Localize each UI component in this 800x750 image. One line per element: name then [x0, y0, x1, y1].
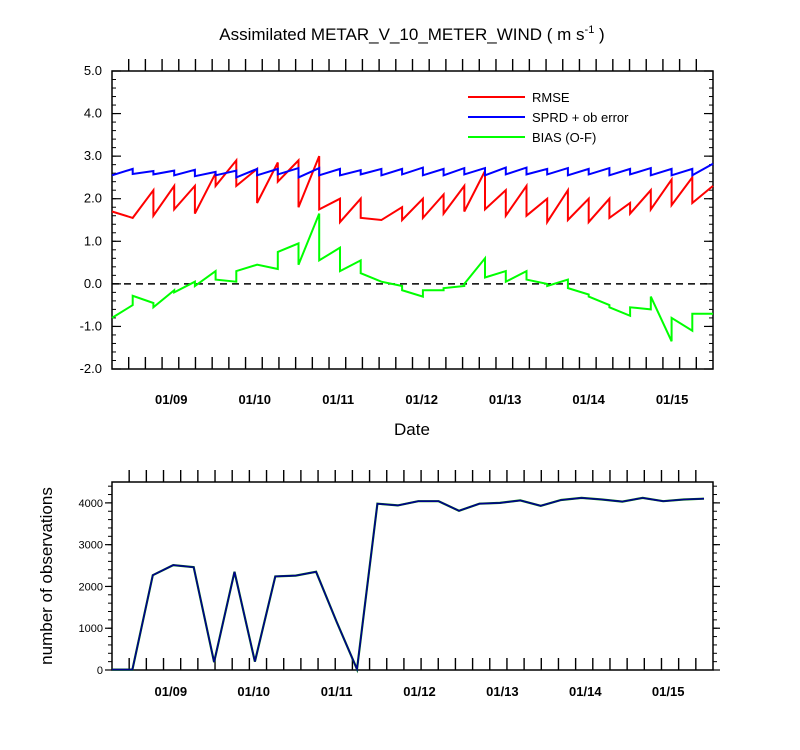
top-x-tick-label: 01/13	[489, 392, 522, 407]
bottom-y-tick-label: 3000	[79, 540, 103, 552]
chart-title: Assimilated METAR_V_10_METER_WIND ( m s-…	[219, 24, 604, 44]
legend-label-2: BIAS (O-F)	[532, 130, 596, 145]
top-y-tick-label: 2.0	[84, 191, 102, 206]
bottom-panel-axes: 4000 3000 2000 1000 0 01/09 01/10 01/11 01/12 01/…	[79, 470, 720, 699]
bottom-x-tick-label: 01/14	[569, 684, 602, 699]
top-y-tick-label: -2.0	[80, 361, 102, 376]
top-x-axis-title: Date	[394, 420, 430, 439]
top-x-tick-label: 01/09	[155, 392, 188, 407]
bottom-y-tick-label: 4000	[79, 498, 103, 510]
observation-count-line	[112, 497, 705, 673]
bottom-y-axis-title: number of observations	[37, 487, 56, 665]
bottom-x-tick-label: 01/12	[403, 684, 436, 699]
top-panel-legend: RMSE SPRD + ob error BIAS (O-F)	[468, 90, 629, 145]
top-panel-axes: 5.0 4.0 3.0 2.0 1.0 0.0 -1.0 -2.0 01/09 01/10 01/1…	[80, 59, 714, 407]
bottom-x-tick-label: 01/09	[155, 684, 188, 699]
top-series-line-0	[111, 155, 714, 226]
top-y-tick-label: 3.0	[84, 148, 102, 163]
bottom-x-tick-label: 01/15	[652, 684, 685, 699]
bottom-x-tick-label: 01/13	[486, 684, 519, 699]
bottom-y-tick-label: 2000	[79, 581, 103, 593]
bottom-x-tick-label: 01/10	[237, 684, 270, 699]
top-x-tick-label: 01/12	[405, 392, 438, 407]
top-x-tick-label: 01/14	[572, 392, 605, 407]
chart-title-superscript: -1	[585, 24, 595, 36]
legend-label-0: RMSE	[532, 90, 570, 105]
top-y-tick-label: 5.0	[84, 63, 102, 78]
observation-count-line-under	[112, 496, 705, 674]
bottom-y-tick-label: 0	[97, 665, 103, 677]
legend-label-1: SPRD + ob error	[532, 110, 629, 125]
chart-title-suffix: )	[594, 25, 604, 44]
top-series-line-2	[111, 213, 713, 342]
top-x-tick-label: 01/15	[656, 392, 689, 407]
top-panel-series	[111, 155, 714, 342]
chart-title-main: Assimilated METAR_V_10_METER_WIND ( m s	[219, 25, 584, 44]
bottom-panel-series	[112, 496, 705, 674]
bottom-x-tick-label: 01/11	[321, 684, 353, 699]
bottom-y-tick-label: 1000	[79, 623, 103, 635]
top-x-tick-label: 01/11	[322, 392, 354, 407]
top-y-tick-label: -1.0	[80, 318, 102, 333]
top-y-tick-label: 1.0	[84, 233, 102, 248]
top-y-tick-label: 0.0	[84, 276, 102, 291]
bottom-plot-frame	[111, 481, 714, 671]
top-series-line-1	[111, 162, 714, 179]
top-y-tick-label: 4.0	[84, 106, 102, 121]
top-x-tick-label: 01/10	[238, 392, 271, 407]
